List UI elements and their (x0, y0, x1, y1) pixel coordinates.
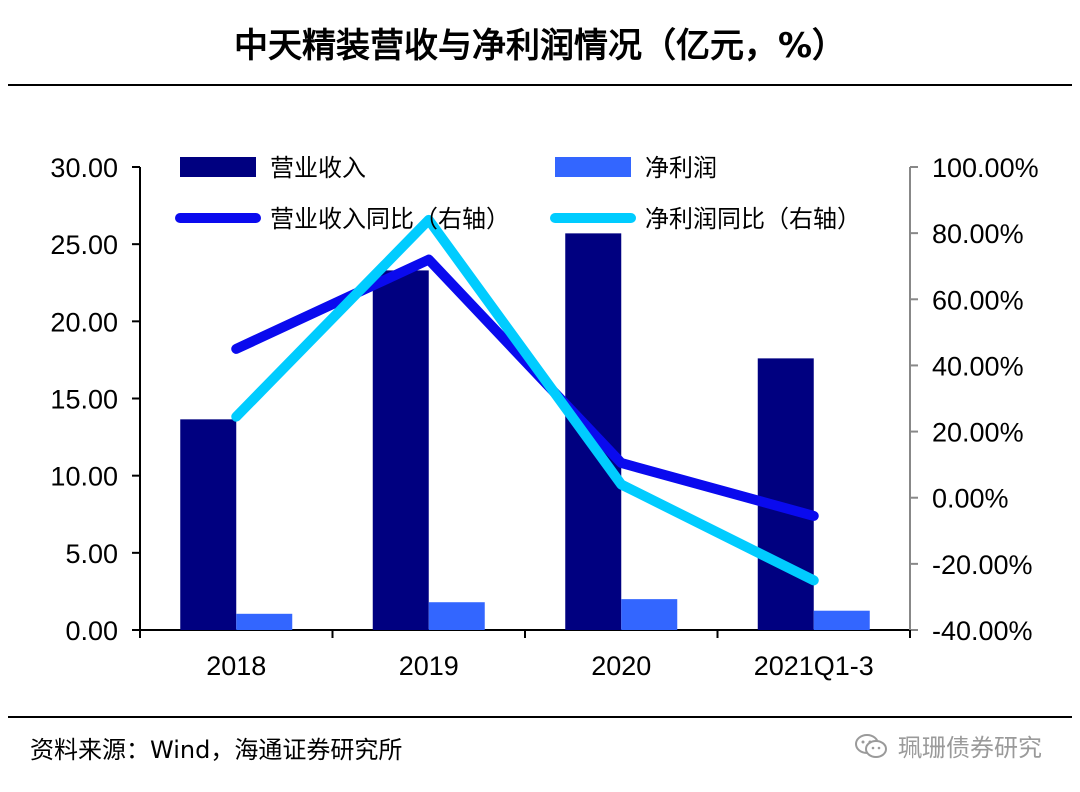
right-tick-label: 20.00% (932, 418, 1024, 448)
right-tick-label: 80.00% (932, 219, 1024, 249)
bar-revenue (180, 419, 237, 630)
right-tick-label: -40.00% (932, 616, 1033, 646)
right-tick-label: 0.00% (932, 484, 1009, 514)
bar-revenue (372, 270, 429, 630)
combo-chart: 0.00 5.00 10.00 15.00 20.00 25.00 30.00 -40.00%… (50, 153, 1039, 681)
right-tick-label: 40.00% (932, 351, 1024, 381)
bar-revenue (757, 358, 814, 630)
legend-label: 营业收入 (270, 154, 366, 182)
left-tick-label: 20.00 (50, 307, 118, 337)
right-tick-label: -20.00% (932, 550, 1033, 580)
watermark: 珮珊债券研究 (854, 728, 1042, 763)
bar-net-profit (621, 599, 678, 630)
legend-label: 净利润 (645, 154, 717, 182)
chart-title: 中天精装营收与净利润情况（亿元，%） (233, 26, 847, 66)
x-tick-label: 2021Q1-3 (754, 651, 874, 681)
x-tick-label: 2018 (206, 651, 266, 681)
left-tick-label: 5.00 (65, 539, 118, 569)
bar-net-profit (428, 602, 485, 630)
left-tick-label: 15.00 (50, 385, 118, 415)
left-tick-label: 30.00 (50, 153, 118, 183)
right-tick-label: 60.00% (932, 285, 1024, 315)
revenue-yoy-line (231, 254, 819, 521)
bar-net-profit (236, 613, 293, 630)
legend-swatch (555, 157, 631, 177)
title-divider (8, 84, 1072, 86)
left-tick-label: 0.00 (65, 616, 118, 646)
legend-label: 净利润同比（右轴） (645, 205, 861, 233)
legend-swatch (180, 157, 256, 177)
left-tick-label: 25.00 (50, 230, 118, 260)
source-note: 资料来源：Wind，海通证券研究所 (30, 736, 403, 764)
legend-label: 营业收入同比（右轴） (270, 205, 510, 233)
left-tick-label: 10.00 (50, 462, 118, 492)
watermark-text: 珮珊债券研究 (898, 734, 1042, 762)
x-tick-label: 2020 (591, 651, 651, 681)
bar-net-profit (813, 610, 870, 630)
net-profit-yoy-line (231, 214, 819, 586)
x-tick-label: 2019 (399, 651, 459, 681)
wechat-icon (855, 733, 887, 758)
footer-divider (8, 716, 1072, 718)
right-tick-label: 100.00% (932, 153, 1039, 183)
